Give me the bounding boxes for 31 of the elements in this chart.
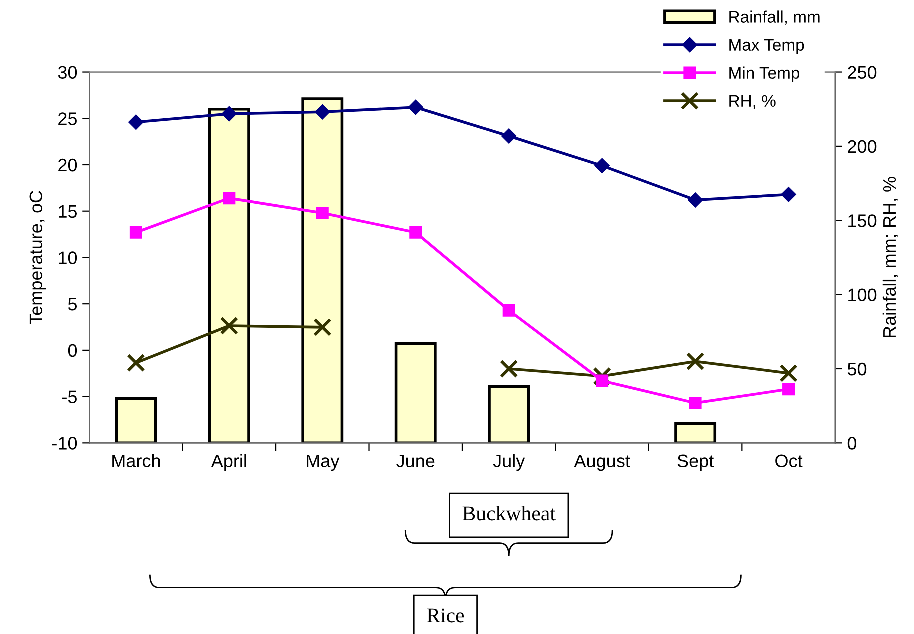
x-tick-label: August — [574, 454, 630, 472]
y-tick-label: 15 — [59, 205, 78, 218]
y-tick-label: -5 — [62, 390, 78, 404]
y-tick-label: 25 — [58, 112, 78, 126]
y2-tick-label: 200 — [848, 140, 877, 154]
y2-tick-label: 100 — [848, 288, 877, 302]
x-tick-label: July — [493, 454, 526, 472]
y2-tick-label: 150 — [848, 214, 877, 228]
x-tick-label: Oct — [776, 454, 803, 468]
legend-label: Max Temp — [730, 39, 804, 54]
legend-label: Rainfall, mm — [730, 10, 820, 25]
y-tick-label: -10 — [52, 437, 78, 450]
y-tick-label: 5 — [68, 298, 78, 311]
y-tick-label: 30 — [58, 66, 78, 79]
y-tick-label: 10 — [59, 252, 78, 264]
y-axis-title: Temperature, oC — [30, 191, 46, 325]
y2-tick-label: 0 — [848, 437, 857, 450]
x-tick-label: April — [211, 454, 246, 472]
x-tick-label: Sept — [678, 454, 714, 472]
x-tick-label: May — [307, 454, 340, 472]
y2-tick-label: 50 — [848, 362, 867, 376]
x-tick-label: March — [112, 454, 160, 468]
y-tick-label: 20 — [58, 158, 78, 172]
text: Rice — [427, 608, 464, 623]
text: Buckwheat — [462, 506, 556, 521]
legend-label: RH, % — [730, 95, 776, 110]
y-tick-label: 0 — [68, 344, 78, 358]
y2-tick-label: 250 — [848, 66, 877, 79]
legend-label: Min Temp — [730, 66, 800, 82]
x-tick-label: June — [396, 454, 435, 468]
y2-axis-title: Rainfall, mm; RH, % — [882, 177, 898, 338]
